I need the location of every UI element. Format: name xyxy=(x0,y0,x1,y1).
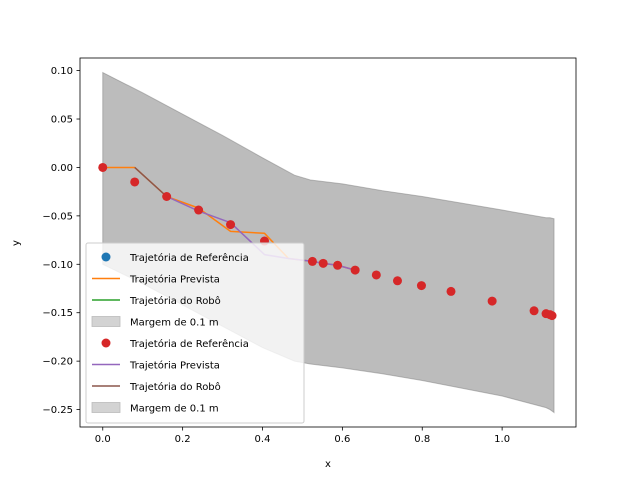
reference-point xyxy=(333,260,343,270)
legend-patch-marker xyxy=(91,402,121,413)
reference-point xyxy=(416,281,426,291)
legend-label: Trajetória Prevista xyxy=(129,360,220,372)
x-tick-label: 0.8 xyxy=(414,434,430,445)
legend-label: Trajetória Prevista xyxy=(129,274,220,286)
legend-label: Trajetória de Referência xyxy=(129,252,249,264)
legend-dot-marker xyxy=(101,338,111,348)
reference-point xyxy=(226,220,236,230)
legend-label: Trajetória do Robô xyxy=(129,295,221,307)
legend-label: Margem de 0.1 m xyxy=(130,318,219,329)
y-tick-label: −0.20 xyxy=(42,357,73,368)
legend-label: Trajetória de Referência xyxy=(129,338,249,350)
reference-point xyxy=(350,265,360,275)
y-axis-ticks: −0.25 −0.20 −0.15 −0.10 −0.05 0.00 0.05 0.10 xyxy=(42,66,80,416)
reference-point xyxy=(371,270,381,280)
x-axis-ticks: 0.0 0.2 0.4 0.6 0.8 1.0 xyxy=(95,427,510,445)
legend-dot-marker xyxy=(101,252,111,262)
reference-points-layer xyxy=(98,162,557,321)
y-tick-label: −0.05 xyxy=(42,211,73,222)
reference-point xyxy=(194,205,204,215)
x-tick-label: 0.0 xyxy=(95,434,111,445)
x-axis-label: x xyxy=(325,459,331,470)
y-tick-label: −0.25 xyxy=(42,405,73,416)
plot-frame xyxy=(79,57,577,428)
reference-point xyxy=(547,311,557,321)
series-line-4 xyxy=(134,166,168,198)
y-tick-label: 0.05 xyxy=(51,115,73,126)
y-tick-label: 0.00 xyxy=(51,163,73,174)
legend-box xyxy=(85,242,305,424)
legend-label: Margem de 0.1 m xyxy=(130,404,219,415)
reference-point xyxy=(392,276,402,286)
x-tick-label: 0.4 xyxy=(255,434,271,445)
reference-point xyxy=(446,286,456,296)
legend: Trajetória de Referência Trajetória Previ… xyxy=(85,242,305,424)
y-tick-label: 0.10 xyxy=(51,66,73,77)
x-tick-label: 0.6 xyxy=(334,434,350,445)
x-tick-label: 1.0 xyxy=(494,434,510,445)
reference-point xyxy=(318,258,328,268)
y-tick-label: −0.10 xyxy=(42,260,73,271)
legend-label: Trajetória do Robô xyxy=(129,381,221,393)
reference-point xyxy=(98,162,108,172)
reference-point xyxy=(130,177,140,187)
legend-patch-marker xyxy=(91,316,121,327)
y-tick-label: −0.15 xyxy=(42,308,73,319)
x-tick-label: 0.2 xyxy=(175,434,191,445)
reference-point xyxy=(162,191,172,201)
y-axis-label: y xyxy=(11,240,22,246)
reference-point xyxy=(487,296,497,306)
reference-point xyxy=(529,306,539,316)
reference-point xyxy=(307,256,317,266)
